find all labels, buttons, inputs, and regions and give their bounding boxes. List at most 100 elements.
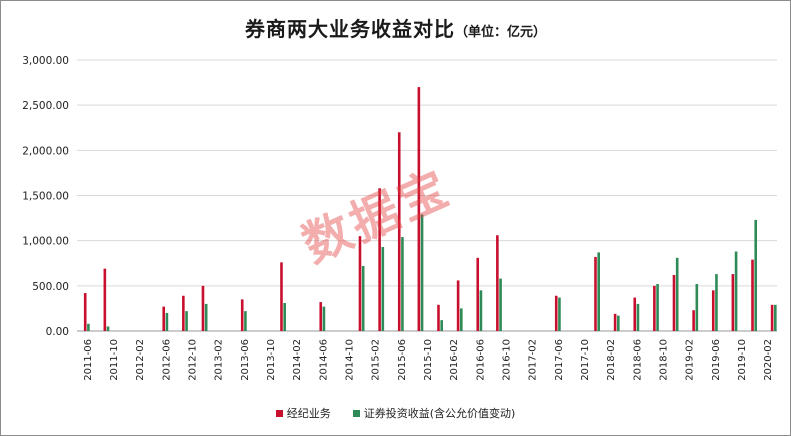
bar-investment: [204, 303, 208, 331]
bar-investment: [244, 311, 247, 331]
bar-investment: [420, 214, 424, 331]
bar-brokerage: [182, 295, 185, 331]
y-tick-label: 3,000.00: [22, 55, 69, 67]
bar-brokerage: [476, 257, 480, 331]
bar-investment: [185, 311, 188, 331]
bar-investment: [165, 312, 169, 331]
y-tick-label: 2,500.00: [22, 100, 69, 112]
x-tick-label: 2014-06: [318, 339, 329, 381]
bar-brokerage: [319, 302, 323, 331]
x-tick-label: 2013-06: [240, 339, 251, 381]
x-tick-label: 2020-02: [763, 339, 774, 381]
x-tick-label: 2019-06: [711, 339, 722, 381]
x-tick-label: 2016-02: [449, 339, 460, 381]
bar-brokerage: [280, 262, 283, 331]
bar-brokerage: [554, 295, 558, 331]
bar-investment: [381, 246, 385, 331]
bar-brokerage: [83, 293, 87, 331]
bar-brokerage: [770, 304, 774, 331]
legend-item-investment: 证券投资收益(含公允价值变动): [352, 405, 516, 421]
bar-investment: [636, 303, 640, 331]
bar-investment: [715, 274, 718, 331]
bar-investment: [617, 315, 620, 331]
bar-investment: [460, 308, 463, 331]
x-tick-label: 2018-06: [632, 339, 643, 381]
x-tick-label: 2015-02: [371, 339, 382, 381]
bar-brokerage: [162, 306, 166, 331]
legend-label-brokerage: 经纪业务: [286, 407, 331, 420]
bar-investment: [558, 297, 561, 331]
bar-brokerage: [633, 297, 637, 331]
bar-brokerage: [613, 313, 617, 331]
chart-title-unit: （单位：亿元）: [454, 25, 546, 40]
x-tick-label: 2018-10: [659, 339, 670, 381]
bar-brokerage: [594, 256, 597, 331]
bar-brokerage: [240, 299, 244, 331]
bar-brokerage: [456, 280, 460, 331]
bar-investment: [774, 304, 777, 331]
legend-swatch-brokerage: [275, 409, 283, 417]
bar-brokerage: [711, 290, 715, 331]
bar-investment: [499, 278, 502, 331]
x-tick-label: 2014-02: [292, 339, 303, 381]
x-tick-label: 2015-06: [397, 339, 408, 381]
y-tick-label: 500.00: [32, 281, 69, 293]
chart-legend: 经纪业务 证券投资收益(含公允价值变动): [1, 405, 790, 421]
bar-brokerage: [653, 285, 656, 331]
chart-title: 券商两大业务收益对比（单位：亿元）: [1, 13, 790, 42]
x-tick-label: 2012-02: [135, 339, 146, 381]
x-tick-label: 2015-10: [423, 339, 434, 381]
legend-item-brokerage: 经纪业务: [275, 405, 331, 421]
x-tick-label: 2011-10: [109, 339, 120, 381]
bar-investment: [597, 252, 600, 331]
bar-brokerage: [437, 304, 440, 331]
bar-brokerage: [378, 188, 381, 331]
x-tick-label: 2017-02: [528, 339, 539, 381]
legend-swatch-investment: [352, 409, 360, 417]
x-tick-label: 2016-10: [502, 339, 513, 381]
x-tick-label: 2017-10: [580, 339, 591, 381]
bar-brokerage: [358, 236, 362, 331]
y-tick-label: 1,000.00: [22, 236, 69, 248]
y-tick-label: 0.00: [46, 326, 69, 338]
bar-investment: [440, 320, 443, 331]
bar-brokerage: [103, 268, 107, 331]
x-tick-label: 2011-06: [83, 339, 94, 381]
legend-label-investment: 证券投资收益(含公允价值变动): [363, 407, 516, 420]
y-tick-label: 1,500.00: [22, 191, 69, 203]
bar-investment: [754, 219, 758, 331]
bar-investment: [656, 284, 659, 331]
bar-brokerage: [692, 310, 695, 331]
bar-investment: [322, 306, 326, 331]
bar-investment: [401, 237, 404, 331]
x-tick-label: 2012-10: [187, 339, 198, 381]
bar-investment: [106, 326, 110, 331]
y-tick-label: 2,000.00: [22, 145, 69, 157]
bar-investment: [695, 284, 699, 331]
x-tick-label: 2013-02: [214, 339, 225, 381]
x-tick-label: 2019-02: [685, 339, 696, 381]
x-tick-label: 2013-10: [266, 339, 277, 381]
x-tick-label: 2019-10: [737, 339, 748, 381]
bar-brokerage: [672, 274, 676, 331]
bar-investment: [361, 265, 365, 331]
bar-investment: [283, 302, 286, 331]
bar-investment: [87, 323, 90, 331]
bar-investment: [479, 290, 483, 331]
bar-brokerage: [417, 87, 421, 331]
x-tick-label: 2016-06: [475, 339, 486, 381]
bar-brokerage: [731, 274, 735, 331]
x-tick-label: 2014-10: [344, 339, 355, 381]
x-tick-label: 2018-02: [606, 339, 617, 381]
x-tick-label: 2017-06: [554, 339, 565, 381]
x-tick-label: 2012-06: [161, 339, 172, 381]
bar-brokerage: [397, 132, 401, 331]
bar-brokerage: [496, 235, 499, 331]
bar-brokerage: [201, 285, 205, 331]
bar-investment: [734, 251, 738, 331]
chart-title-main: 券商两大业务收益对比: [244, 17, 455, 41]
bar-brokerage: [751, 259, 754, 331]
bar-investment: [675, 257, 679, 331]
